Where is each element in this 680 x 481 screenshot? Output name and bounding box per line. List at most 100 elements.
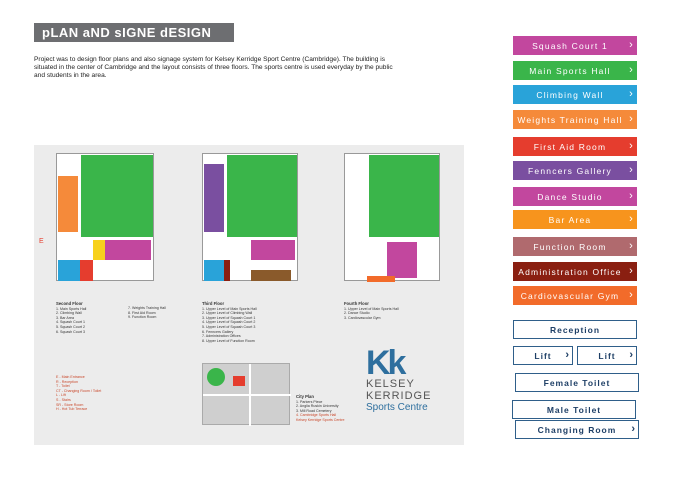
third-floor-plan [202,153,298,281]
legend-item: 4. Upper Level of Squash Court 2 [202,320,256,325]
legend-item: 2. Upper Level of Climbing Wall [202,311,253,316]
legend-heading: City Plan [296,394,314,399]
reception-sign: Reception [513,320,637,339]
legend-item: 1. Upper Level of Main Sports Hall [202,306,257,311]
parkers-piece-area [207,368,225,386]
weights-training-room [58,176,78,232]
sign-label: Fenncers Gallery [528,165,612,176]
legend-item: 3. Bar Area [56,315,74,320]
climbing-wall-room [58,260,80,281]
chevron-right-icon: › [629,164,634,176]
signage-administration-office: Administration Office › [513,262,637,281]
sign-label: Climbing Wall [536,89,604,100]
signage-fenncers-gallery: Fenncers Gallery › [513,161,637,180]
legend-item: 5. Squash Court 2 [56,324,85,329]
legend-item: 2. Anglia Ruskin University [296,404,339,409]
fourth-floor-plan [344,153,440,282]
logo-monogram: Kk [366,344,406,382]
legend-item: 3. Upper Level of Squash Court 1 [202,315,256,320]
main-sports-hall-room [81,155,153,237]
key-item: SR - Store Room [56,402,84,407]
sign-label: First Aid Room [533,141,607,152]
signage-squash-court-1: Squash Court 1 › [513,36,637,55]
city-plan-legend: City Plan 1. Parkers Piece 2. Anglia Rus… [296,394,376,423]
upper-climbing-wall [204,260,224,281]
sign-label: Reception [549,324,601,335]
page-title: pLAN aND sIGNE dESIGN [34,23,234,42]
legend-item: 8. First Aid Room [128,310,156,315]
signage-bar-area: Bar Area › [513,210,637,229]
second-floor-legend: Second Floor 1. Main Sports Hall 2. Clim… [56,301,130,334]
legend-item: 2. Climbing Wall [56,311,82,316]
bar-area-room [93,240,105,260]
signage-first-aid-room: First Aid Room › [513,137,637,156]
second-floor-plan [56,153,154,281]
female-toilet-sign: Female Toilet [515,373,639,392]
legend-item: 1. Upper Level of Main Sports Hall [344,306,399,311]
sign-label: Lift [534,350,552,361]
legend-item: 7. Weights Training Hall [128,306,166,310]
chevron-right-icon: › [629,88,634,100]
legend-item: 1. Parkers Piece [296,399,323,404]
sign-label: Cardiovascular Gym [520,290,620,301]
sign-label: Female Toilet [543,377,611,388]
changing-room-sign: Changing Room › [515,420,639,439]
legend-item: 5. Upper Level of Squash Court 3 [202,324,256,329]
legend-item: 8. Upper Level of Function Room [202,338,255,343]
chevron-right-icon: › [629,140,634,152]
floor-plans-panel: E Second Floor 1. Main Sports Hall 2. Cl… [34,145,464,445]
sign-label: Changing Room [537,424,617,435]
first-aid-room [80,260,93,281]
key-item: S - Stairs [56,397,71,402]
key-item: E - Main Entrance [56,375,85,379]
third-floor-legend: Third Floor 1. Upper Level of Main Sport… [202,301,302,343]
chevron-right-icon: › [629,265,634,277]
chevron-right-icon: › [629,113,634,125]
project-description: Project was to design floor plans and al… [34,56,393,80]
signage-weights-training-hall: Weights Training Hall › [513,110,637,129]
upper-function-room [251,270,291,281]
key-item: R - Reception [56,379,78,384]
signage-main-sports-hall: Main Sports Hall › [513,61,637,80]
legend-item: 9. Function Room [128,315,157,320]
legend-heading: Third Floor [202,301,225,306]
sign-label: Main Sports Hall [529,65,611,76]
lift-sign-left: Lift › [513,346,573,365]
legend-item: 4. Cambridge Sports Hall [296,413,337,418]
chevron-right-icon: › [629,64,634,76]
legend-item: 2. Dance Studio [344,311,370,316]
lift-sign-right: Lift › [577,346,637,365]
chevron-right-icon: › [629,289,634,301]
squash-courts-room [105,240,151,260]
sign-label: Administration Office [518,266,622,277]
sports-centre-location [233,376,245,386]
chevron-right-icon: › [629,240,634,252]
sign-label: Squash Court 1 [532,40,608,51]
logo-line: KERRIDGE [366,390,432,402]
legend-heading: Fourth Floor [344,301,369,306]
male-toilet-sign: Male Toilet [512,400,636,419]
key-item: L - Lift [56,393,66,398]
sign-label: Lift [598,350,616,361]
chevron-right-icon: › [629,349,634,361]
legend-item: 7. Administration Offices [202,334,241,339]
chevron-right-icon: › [629,190,634,202]
second-floor-legend-col2: 7. Weights Training Hall 8. First Aid Ro… [128,306,198,320]
legend-item: 1. Main Sports Hall [56,306,87,311]
legend-item: 3. Cardiovascular Gym [344,315,381,320]
sign-label: Male Toilet [546,404,602,415]
key-item: CT - Changing Room / Toilet [56,388,102,393]
sign-label: Function Room [533,241,607,252]
chevron-right-icon: › [629,39,634,51]
sign-label: Bar Area [548,214,592,225]
legend-item: Kelsey Kerridge Sports Centre [296,417,345,422]
signage-function-room: Function Room › [513,237,637,256]
kelsey-kerridge-logo: Kk KELSEY KERRIDGE Sports Centre [366,344,436,414]
legend-item: 6. Squash Court 3 [56,329,85,334]
road-line [249,364,251,426]
key-item: T - Toilet [56,384,70,389]
logo-line: KELSEY [366,378,415,390]
fourth-floor-legend: Fourth Floor 1. Upper Level of Main Spor… [344,301,444,320]
sign-label: Weights Training Hall [517,114,623,125]
signage-cardiovascular-gym: Cardiovascular Gym › [513,286,637,305]
